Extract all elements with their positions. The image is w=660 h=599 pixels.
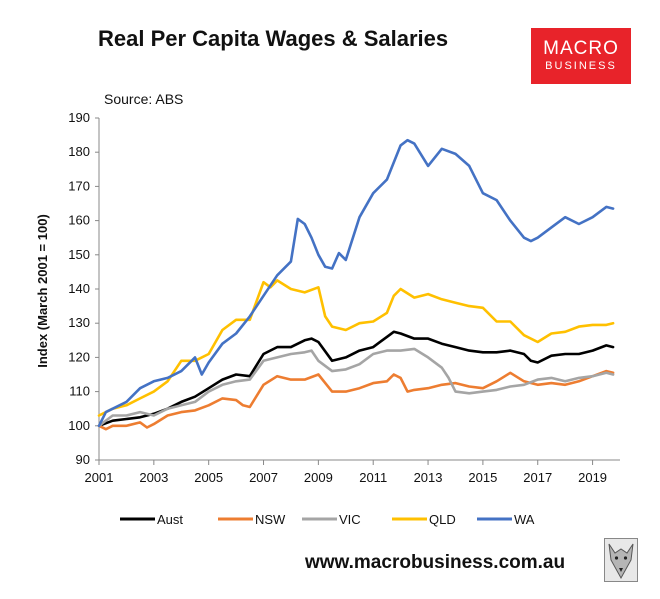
logo-line-macro: MACRO [543, 38, 619, 59]
legend-label-qld: QLD [429, 512, 456, 527]
legend: Aust NSW VIC QLD WA [120, 512, 535, 527]
x-tick-label: 2019 [578, 470, 607, 485]
chart-source: Source: ABS [104, 91, 184, 107]
y-tick-label: 90 [76, 452, 90, 467]
footer-url: www.macrobusiness.com.au [305, 552, 566, 573]
series-line-aust [97, 330, 615, 428]
x-tick-label: 2011 [359, 470, 387, 485]
y-tick-label: 190 [68, 110, 90, 125]
macrobusiness-logo: MACRO BUSINESS [531, 28, 631, 84]
y-tick-label: 120 [68, 349, 90, 364]
x-tick-label: 2015 [468, 470, 497, 485]
logo-line-business: BUSINESS [545, 60, 617, 72]
x-tick-label: 2013 [414, 470, 443, 485]
y-tick-label: 160 [68, 213, 90, 228]
axes: 90 100 110 120 130 140 150 160 170 180 190 2001 2003… [68, 110, 620, 485]
legend-label-vic: VIC [339, 512, 361, 527]
x-tick-label: 2009 [304, 470, 333, 485]
y-axis-label: Index (March 2001 = 100) [35, 214, 50, 368]
y-tick-label: 180 [68, 144, 90, 159]
y-tick-label: 100 [68, 418, 90, 433]
legend-label-wa: WA [514, 512, 535, 527]
x-tick-label: 2017 [523, 470, 552, 485]
y-tick-label: 130 [68, 315, 90, 330]
y-tick-label: 140 [68, 281, 90, 296]
series-layer [97, 138, 615, 431]
x-tick-label: 2005 [194, 470, 223, 485]
chart-title: Real Per Capita Wages & Salaries [98, 26, 449, 51]
series-line-nsw [97, 369, 615, 431]
series-line-qld [97, 279, 615, 417]
wolf-icon [604, 538, 638, 582]
y-tick-label: 170 [68, 178, 90, 193]
y-tick-label: 110 [69, 384, 90, 399]
legend-label-nsw: NSW [255, 512, 286, 527]
series-line-vic [97, 347, 615, 428]
legend-label-aust: Aust [157, 512, 183, 527]
x-tick-label: 2003 [139, 470, 168, 485]
x-tick-label: 2007 [249, 470, 278, 485]
y-tick-label: 150 [68, 247, 90, 262]
x-tick-label: 2001 [85, 470, 114, 485]
series-line-wa [97, 138, 615, 428]
